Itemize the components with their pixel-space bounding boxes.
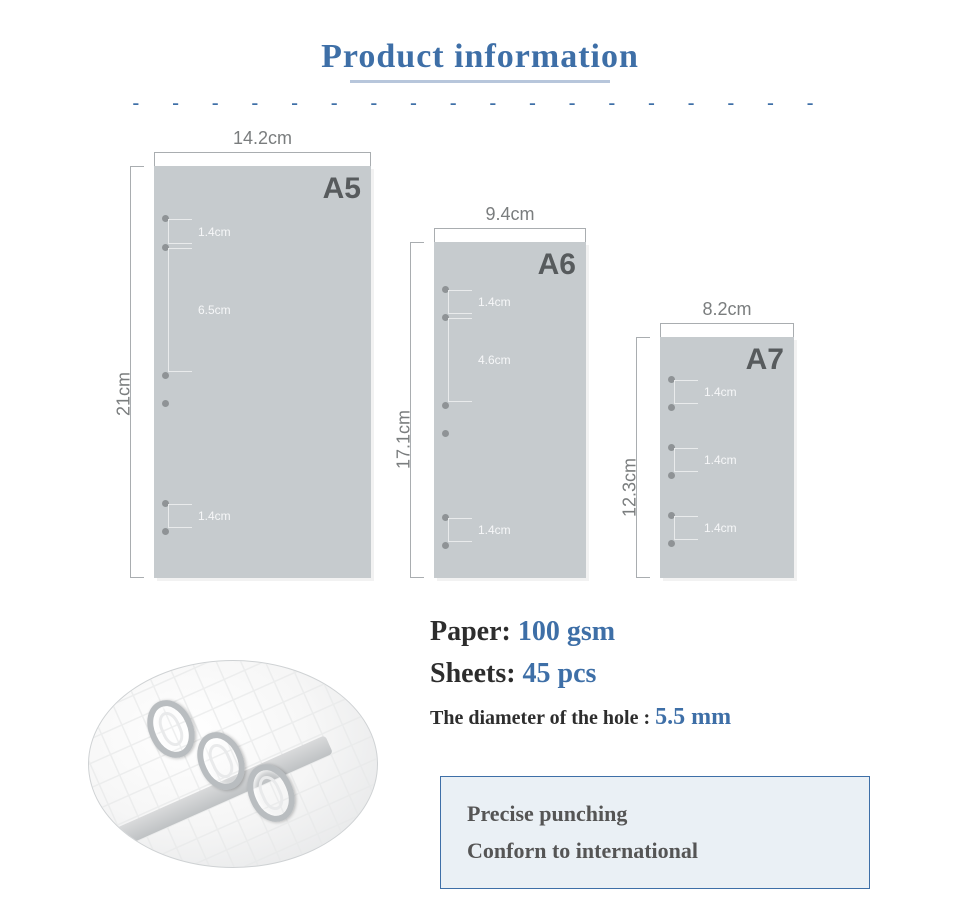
spacing-label: 1.4cm <box>704 521 737 535</box>
spec-hole: The diameter of the hole : 5.5 mm <box>430 704 731 731</box>
spec-label: Paper: <box>430 616 511 647</box>
sheet-size-label: A6 <box>538 248 576 282</box>
sheet-size-label: A5 <box>323 172 361 206</box>
sheet-a5: A5 <box>154 166 371 578</box>
spec-label: Sheets: <box>430 658 516 689</box>
punch-hole-icon <box>668 472 675 479</box>
spec-block: Paper: 100 gsm Sheets: 45 pcs The diamet… <box>430 616 731 731</box>
spec-value: 45 pcs <box>523 658 597 689</box>
spacing-label: 1.4cm <box>478 523 511 537</box>
punch-hole-icon <box>442 542 449 549</box>
feature-badge: Precise punching Conforn to internationa… <box>440 776 870 889</box>
width-label: 14.2cm <box>154 128 371 149</box>
punch-hole-icon <box>442 402 449 409</box>
width-label: 8.2cm <box>660 299 794 320</box>
divider-dashes: - - - - - - - - - - - - - - - - - - <box>0 92 960 115</box>
width-dimension: 8.2cm <box>660 323 794 345</box>
spacing-label: 1.4cm <box>478 295 511 309</box>
spacing-label: 1.4cm <box>704 385 737 399</box>
binder-photo <box>88 660 378 868</box>
badge-line: Conforn to international <box>467 832 843 869</box>
height-dimension: 17.1cm <box>410 242 432 578</box>
binder-ring-icon <box>139 693 204 766</box>
height-dimension: 12.3cm <box>636 337 658 578</box>
page-title: Product information <box>0 38 960 83</box>
spacing-label: 6.5cm <box>198 303 231 317</box>
punch-hole-icon <box>442 430 449 437</box>
height-label: 17.1cm <box>394 410 415 469</box>
punch-hole-icon <box>162 400 169 407</box>
spec-paper: Paper: 100 gsm <box>430 616 731 648</box>
punch-hole-icon <box>162 528 169 535</box>
width-dimension: 9.4cm <box>434 228 586 250</box>
width-dimension: 14.2cm <box>154 152 371 174</box>
spec-label: The diameter of the hole : <box>430 707 650 729</box>
badge-line: Precise punching <box>467 795 843 832</box>
punch-hole-icon <box>668 404 675 411</box>
spacing-label: 1.4cm <box>704 453 737 467</box>
punch-hole-icon <box>162 372 169 379</box>
spacing-label: 1.4cm <box>198 509 231 523</box>
width-label: 9.4cm <box>434 204 586 225</box>
spacing-label: 4.6cm <box>478 353 511 367</box>
punch-hole-icon <box>668 540 675 547</box>
spec-sheets: Sheets: 45 pcs <box>430 658 731 690</box>
height-label: 21cm <box>114 372 135 416</box>
spec-value: 100 gsm <box>518 616 615 647</box>
height-dimension: 21cm <box>130 166 152 578</box>
spec-value: 5.5 mm <box>655 704 731 730</box>
sheet-size-label: A7 <box>746 343 784 377</box>
height-label: 12.3cm <box>620 458 641 517</box>
spacing-label: 1.4cm <box>198 225 231 239</box>
size-diagram: A514.2cm21cm1.4cm6.5cm1.4cmA69.4cm17.1cm… <box>104 116 856 594</box>
